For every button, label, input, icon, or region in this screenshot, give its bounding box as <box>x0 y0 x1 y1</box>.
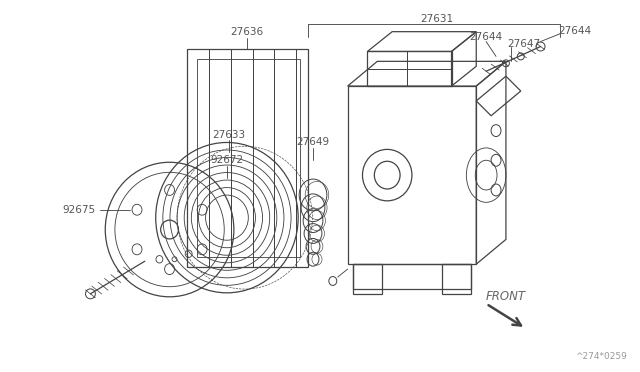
Text: ^274*0259: ^274*0259 <box>575 352 627 361</box>
Text: 27631: 27631 <box>420 14 453 24</box>
Text: 27636: 27636 <box>230 27 263 37</box>
Text: 27644: 27644 <box>559 26 592 36</box>
Text: 27633: 27633 <box>212 129 246 140</box>
Text: FRONT: FRONT <box>486 290 526 303</box>
Text: 92675: 92675 <box>62 205 95 215</box>
Text: 27649: 27649 <box>296 138 330 147</box>
Text: 27644: 27644 <box>470 32 502 42</box>
Text: 27647: 27647 <box>507 39 540 48</box>
Text: 92672: 92672 <box>211 155 243 165</box>
